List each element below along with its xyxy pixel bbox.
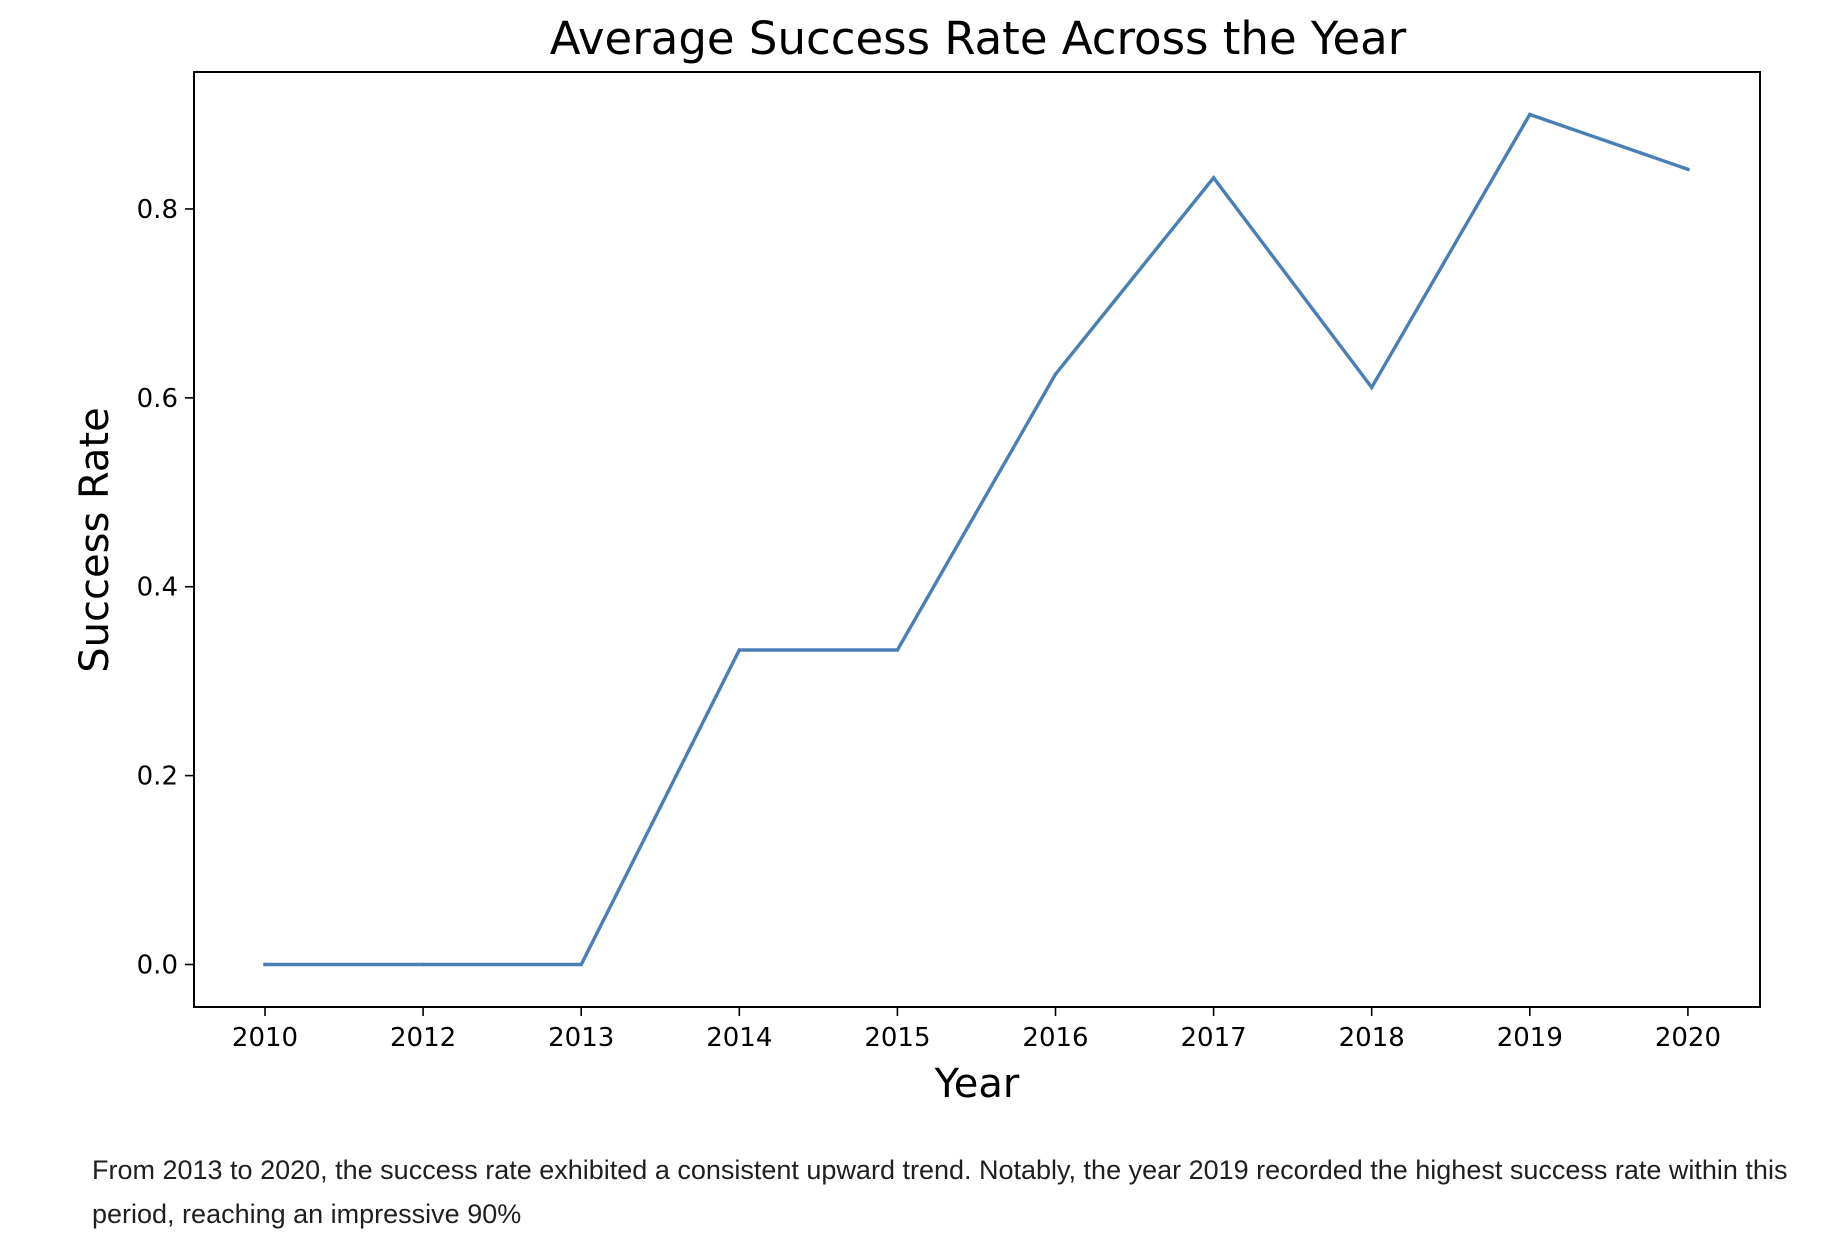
y-tick-label: 0.0 bbox=[137, 951, 178, 981]
x-axis-ticks: 2010 2012 2013 2014 2015 2016 2017 2018 2019 2020 bbox=[232, 1007, 1721, 1053]
y-axis-label: Success Rate bbox=[72, 407, 118, 672]
data-point bbox=[1370, 385, 1374, 390]
chart-title: Average Success Rate Across the Year bbox=[550, 12, 1407, 65]
x-tick-label: 2016 bbox=[1022, 1023, 1088, 1053]
series-layer bbox=[263, 112, 1691, 967]
x-tick-label: 2012 bbox=[390, 1023, 456, 1053]
x-tick-label: 2015 bbox=[864, 1023, 930, 1053]
data-point bbox=[737, 648, 741, 652]
data-point bbox=[263, 962, 267, 967]
x-tick-label: 2014 bbox=[706, 1023, 772, 1053]
data-point bbox=[895, 648, 900, 652]
y-tick-label: 0.4 bbox=[137, 573, 178, 603]
data-point bbox=[421, 962, 425, 967]
plot-area-frame bbox=[193, 71, 1761, 1008]
series-line bbox=[263, 112, 1691, 967]
y-tick-label: 0.8 bbox=[137, 195, 178, 225]
data-point bbox=[1686, 167, 1690, 171]
data-point bbox=[1053, 372, 1058, 376]
x-tick-label: 2013 bbox=[548, 1023, 614, 1053]
line-chart: Average Success Rate Across the Year 0.0… bbox=[72, 12, 1761, 1107]
data-point bbox=[1211, 176, 1216, 180]
x-tick-label: 2019 bbox=[1497, 1023, 1563, 1053]
data-point bbox=[1528, 112, 1532, 117]
y-tick-label: 0.2 bbox=[137, 762, 178, 792]
x-axis-label: Year bbox=[934, 1061, 1020, 1107]
x-tick-label: 2010 bbox=[232, 1023, 298, 1053]
chart-caption: From 2013 to 2020, the success rate exhi… bbox=[92, 1155, 1788, 1229]
y-tick-label: 0.6 bbox=[137, 384, 178, 414]
y-axis-ticks: 0.0 0.2 0.4 0.6 0.8 bbox=[137, 195, 194, 981]
data-point bbox=[579, 962, 583, 967]
x-tick-label: 2017 bbox=[1181, 1023, 1247, 1053]
x-tick-label: 2018 bbox=[1339, 1023, 1405, 1053]
x-tick-label: 2020 bbox=[1655, 1023, 1721, 1053]
